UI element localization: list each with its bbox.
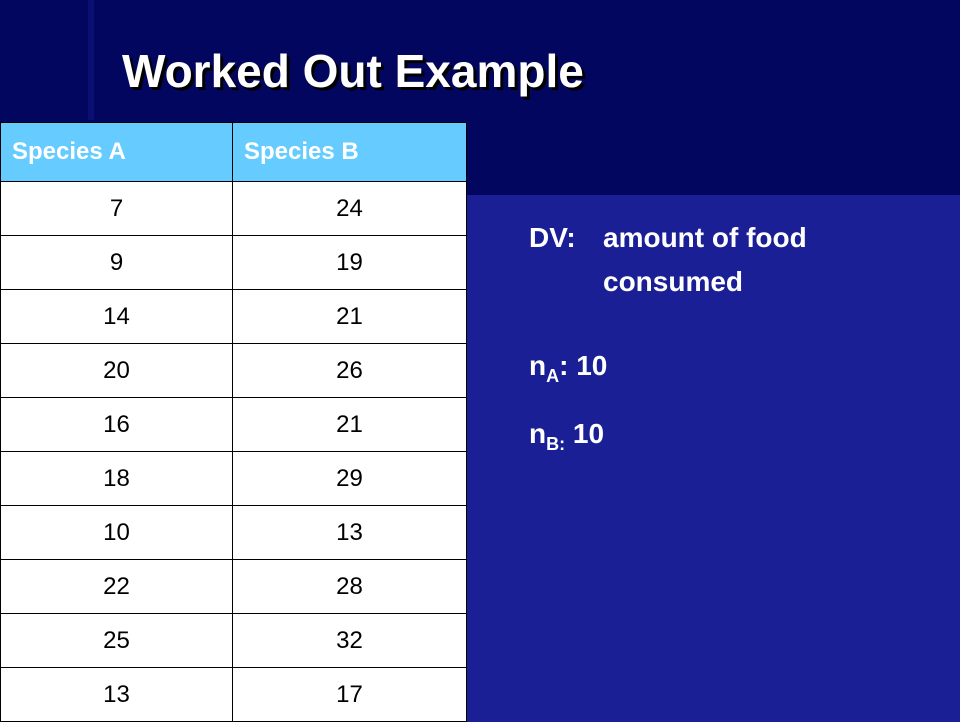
sample-size-b-subscript: B: bbox=[546, 434, 566, 454]
sample-size-b-value: 10 bbox=[565, 418, 605, 449]
cell-species-b: 29 bbox=[232, 451, 467, 506]
cell-species-b: 28 bbox=[232, 559, 467, 614]
notes-panel: DV: amount of food consumed nA: 10 nB: 1… bbox=[529, 216, 893, 466]
dv-description: amount of food consumed bbox=[603, 222, 807, 297]
table-row: 16 21 bbox=[0, 397, 467, 452]
cell-species-a: 13 bbox=[0, 667, 233, 722]
cell-species-b: 26 bbox=[232, 343, 467, 398]
cell-species-a: 16 bbox=[0, 397, 233, 452]
cell-species-b: 21 bbox=[232, 397, 467, 452]
table-row: 20 26 bbox=[0, 343, 467, 398]
table-row: 22 28 bbox=[0, 559, 467, 614]
slide-title: Worked Out Example bbox=[122, 45, 584, 97]
cell-species-a: 18 bbox=[0, 451, 233, 506]
cell-species-a: 10 bbox=[0, 505, 233, 560]
sample-size-a-symbol: n bbox=[529, 350, 547, 381]
dv-label: DV: bbox=[529, 222, 576, 253]
cell-species-b: 13 bbox=[232, 505, 467, 560]
cell-species-a: 20 bbox=[0, 343, 233, 398]
cell-species-a: 14 bbox=[0, 289, 233, 344]
header-species-a: Species A bbox=[0, 122, 233, 182]
sample-size-a-subscript: A bbox=[546, 366, 560, 386]
sample-size-b: nB: 10 bbox=[529, 412, 893, 466]
sample-size-a: nA: 10 bbox=[529, 344, 893, 398]
table-header-row: Species A Species B bbox=[0, 122, 467, 182]
cell-species-b: 19 bbox=[232, 235, 467, 290]
cell-species-a: 9 bbox=[0, 235, 233, 290]
cell-species-b: 24 bbox=[232, 181, 467, 236]
cell-species-b: 21 bbox=[232, 289, 467, 344]
title-band-stripe bbox=[88, 0, 94, 120]
table-row: 25 32 bbox=[0, 613, 467, 668]
table-row: 9 19 bbox=[0, 235, 467, 290]
sample-size-a-value: : 10 bbox=[559, 350, 608, 381]
cell-species-a: 22 bbox=[0, 559, 233, 614]
table-row: 13 17 bbox=[0, 667, 467, 722]
table-row: 7 24 bbox=[0, 181, 467, 236]
dv-line: DV: amount of food consumed bbox=[529, 216, 893, 304]
table-row: 18 29 bbox=[0, 451, 467, 506]
header-species-b: Species B bbox=[232, 122, 467, 182]
sample-size-b-symbol: n bbox=[529, 418, 547, 449]
cell-species-a: 25 bbox=[0, 613, 233, 668]
cell-species-a: 7 bbox=[0, 181, 233, 236]
table-row: 10 13 bbox=[0, 505, 467, 560]
cell-species-b: 17 bbox=[232, 667, 467, 722]
cell-species-b: 32 bbox=[232, 613, 467, 668]
species-table: Species A Species B 7 24 9 19 14 21 20 2… bbox=[0, 122, 467, 722]
table-row: 14 21 bbox=[0, 289, 467, 344]
